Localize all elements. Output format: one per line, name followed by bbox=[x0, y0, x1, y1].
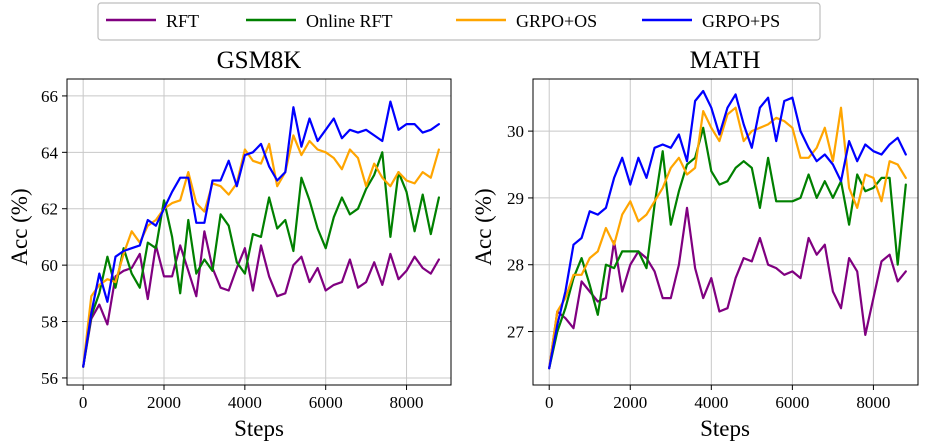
math-series-grpo-os bbox=[548, 106, 907, 370]
math-xtick-label: 8000 bbox=[856, 393, 890, 412]
gsm8k-ytick-label: 66 bbox=[41, 87, 58, 106]
math-panel: MATH Steps Acc (%) 0 2000 4000 6000 8000 27 28… bbox=[471, 47, 919, 441]
gsm8k-title: GSM8K bbox=[217, 47, 302, 74]
gsm8k-ytick-label: 58 bbox=[41, 313, 58, 332]
gsm8k-xtick-label: 2000 bbox=[147, 393, 181, 412]
gsm8k-ylabel: Acc (%) bbox=[7, 188, 32, 265]
gsm8k-series-grpo-ps bbox=[82, 100, 440, 368]
gsm8k-series-online-rft bbox=[82, 151, 440, 368]
gsm8k-ytick-label: 60 bbox=[41, 256, 58, 275]
gsm8k-xtick-label: 4000 bbox=[228, 393, 262, 412]
gsm8k-panel: GSM8K Steps Acc (%) 0 2000 4000 6000 8000 56 5… bbox=[7, 47, 452, 441]
gsm8k-plot-frame bbox=[66, 78, 452, 386]
gsm8k-series-rft bbox=[82, 230, 440, 368]
math-xtick-label: 2000 bbox=[613, 393, 647, 412]
math-ylabel: Acc (%) bbox=[471, 188, 496, 265]
math-ytick-label: 28 bbox=[507, 256, 524, 275]
gsm8k-ytick-label: 56 bbox=[41, 369, 58, 388]
math-xtick-label: 4000 bbox=[694, 393, 728, 412]
gsm8k-ytick-label: 64 bbox=[41, 143, 59, 162]
legend-label-grpo-os: GRPO+OS bbox=[516, 11, 597, 31]
math-series-rft bbox=[548, 206, 907, 370]
math-xtick-label: 0 bbox=[545, 393, 554, 412]
math-grid bbox=[533, 79, 918, 385]
gsm8k-grid bbox=[67, 79, 451, 385]
math-series-grpo-ps bbox=[548, 89, 907, 370]
gsm8k-xtick-label: 6000 bbox=[309, 393, 343, 412]
gsm8k-xtick-label: 8000 bbox=[390, 393, 424, 412]
math-ytick-label: 27 bbox=[507, 323, 525, 342]
math-title: MATH bbox=[690, 47, 761, 74]
math-xtick-label: 6000 bbox=[775, 393, 809, 412]
math-plot-frame bbox=[532, 78, 919, 386]
legend-label-online-rft: Online RFT bbox=[306, 11, 393, 31]
gsm8k-ytick-label: 62 bbox=[41, 200, 58, 219]
legend-frame bbox=[97, 2, 821, 41]
legend-label-rft: RFT bbox=[166, 11, 199, 31]
gsm8k-xlabel: Steps bbox=[234, 416, 284, 441]
math-series-online-rft bbox=[548, 126, 907, 370]
math-xlabel: Steps bbox=[700, 416, 750, 441]
legend: RFT Online RFT GRPO+OS GRPO+PS bbox=[97, 2, 821, 41]
gsm8k-xtick-label: 0 bbox=[79, 393, 88, 412]
math-ytick-label: 30 bbox=[507, 122, 524, 141]
math-ytick-label: 29 bbox=[507, 189, 524, 208]
legend-label-grpo-ps: GRPO+PS bbox=[702, 11, 780, 31]
